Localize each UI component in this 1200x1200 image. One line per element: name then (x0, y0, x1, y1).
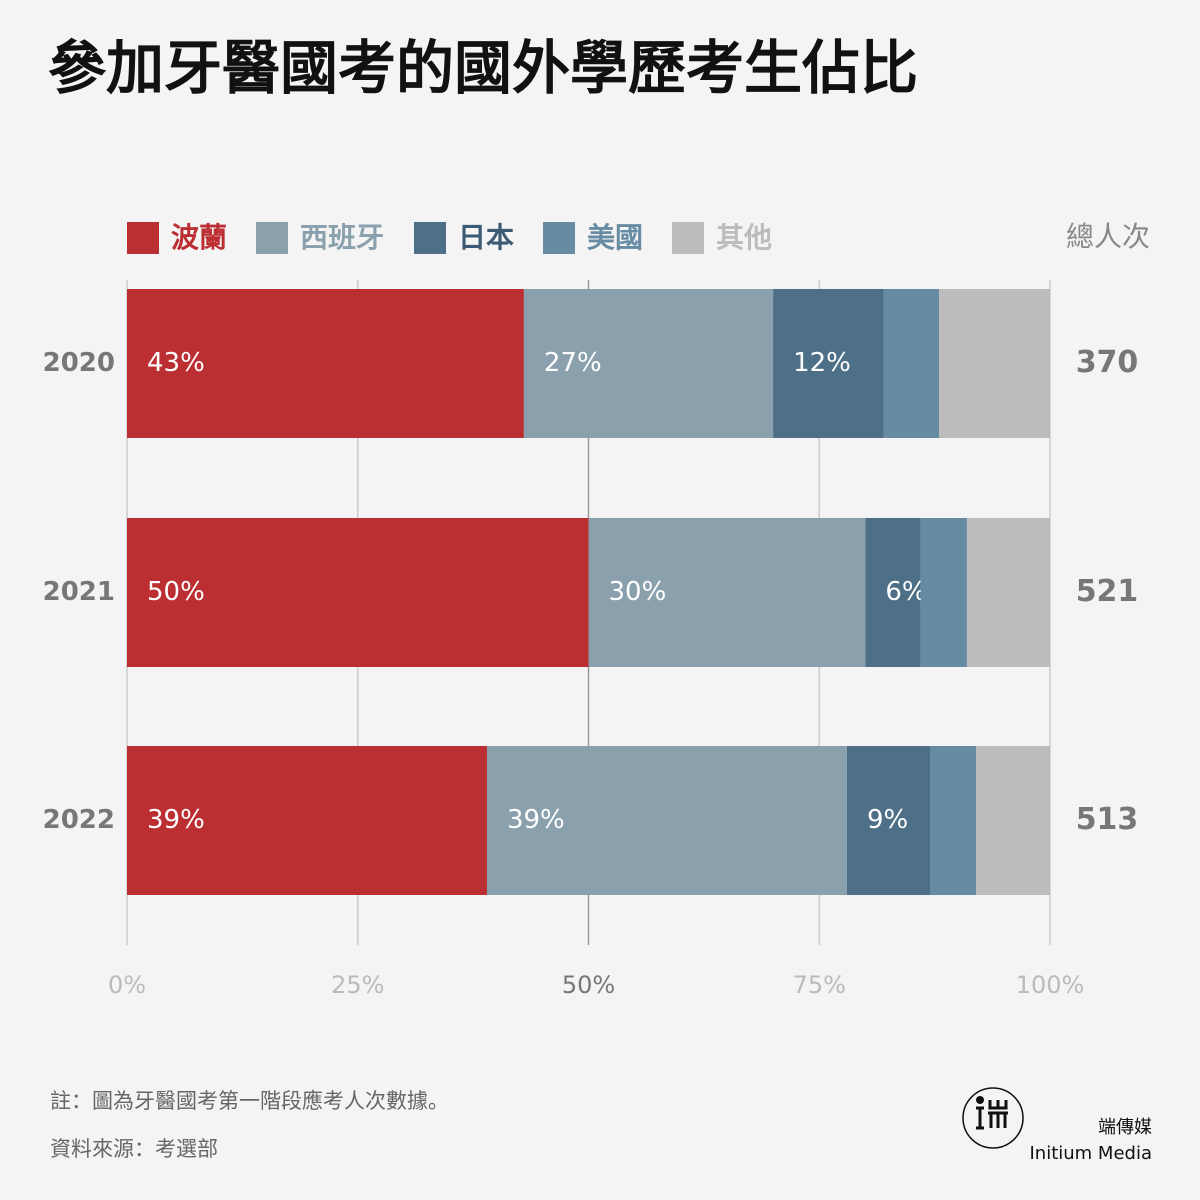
x-tick-label: 50% (562, 971, 615, 999)
value-label: 50% (147, 577, 205, 607)
bar-segment (920, 518, 967, 667)
brand-en: Initium Media (1029, 1143, 1152, 1164)
value-label: 30% (609, 577, 667, 607)
total-label: 521 (1076, 574, 1139, 609)
brand-zh: 端傳媒 (1098, 1117, 1152, 1138)
source: 資料來源：考選部 (50, 1137, 218, 1161)
y-tick-label: 2020 (43, 348, 115, 378)
bar-segment (523, 289, 774, 438)
value-label: 43% (147, 348, 205, 378)
bar-segment (966, 518, 1050, 667)
bar-segment (588, 518, 866, 667)
logo (962, 1087, 1024, 1149)
value-label: 39% (507, 805, 565, 835)
legend-label: 美國 (587, 221, 643, 254)
note: 註：圖為牙醫國考第一階段應考人次數據。 (50, 1089, 449, 1113)
x-tick-label: 100% (1016, 971, 1085, 999)
x-tick-label: 75% (793, 971, 846, 999)
y-tick-label: 2021 (43, 577, 115, 607)
y-tick-label: 2022 (43, 805, 115, 835)
total-label: 513 (1076, 802, 1139, 837)
legend-swatch (414, 222, 446, 254)
value-label: 6% (885, 577, 926, 607)
totals-header: 總人次 (1066, 220, 1150, 253)
value-label: 39% (147, 805, 205, 835)
chart-title: 參加牙醫國考的國外學歷考生佔比 (48, 34, 918, 102)
bar-segment (127, 518, 589, 667)
legend-swatch (543, 222, 575, 254)
bar-segment (976, 746, 1050, 895)
bar-segment (127, 289, 524, 438)
legend-swatch (672, 222, 704, 254)
x-tick-label: 0% (108, 971, 146, 999)
legend-swatch (256, 222, 288, 254)
legend-label: 西班牙 (300, 221, 384, 254)
bar-segment (865, 518, 921, 667)
bar-segment (773, 289, 884, 438)
legend-swatch (127, 222, 159, 254)
legend-label: 波蘭 (171, 221, 227, 254)
value-label: 9% (867, 805, 908, 835)
value-label: 12% (793, 348, 851, 378)
bar-segment (939, 289, 1050, 438)
bar-segment (486, 746, 847, 895)
legend-label: 其他 (716, 221, 772, 254)
legend-label: 日本 (458, 221, 514, 254)
total-label: 370 (1076, 345, 1139, 380)
bar-segment (846, 746, 931, 895)
x-tick-label: 25% (331, 971, 384, 999)
bar-segment (127, 746, 487, 895)
bar-segment (930, 746, 977, 895)
value-label: 27% (544, 348, 602, 378)
bar-segment (883, 289, 940, 438)
